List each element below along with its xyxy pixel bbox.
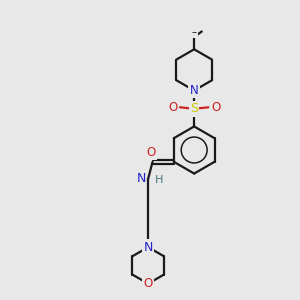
Text: –: – [191, 27, 197, 37]
Text: O: O [146, 146, 156, 159]
Text: S: S [190, 102, 198, 115]
Text: O: O [168, 101, 177, 114]
Text: O: O [143, 277, 153, 290]
Text: N: N [190, 84, 199, 97]
Text: H: H [154, 175, 163, 185]
Text: N: N [143, 241, 153, 254]
Text: N: N [190, 84, 199, 97]
Text: O: O [211, 101, 220, 114]
Text: N: N [136, 172, 146, 185]
